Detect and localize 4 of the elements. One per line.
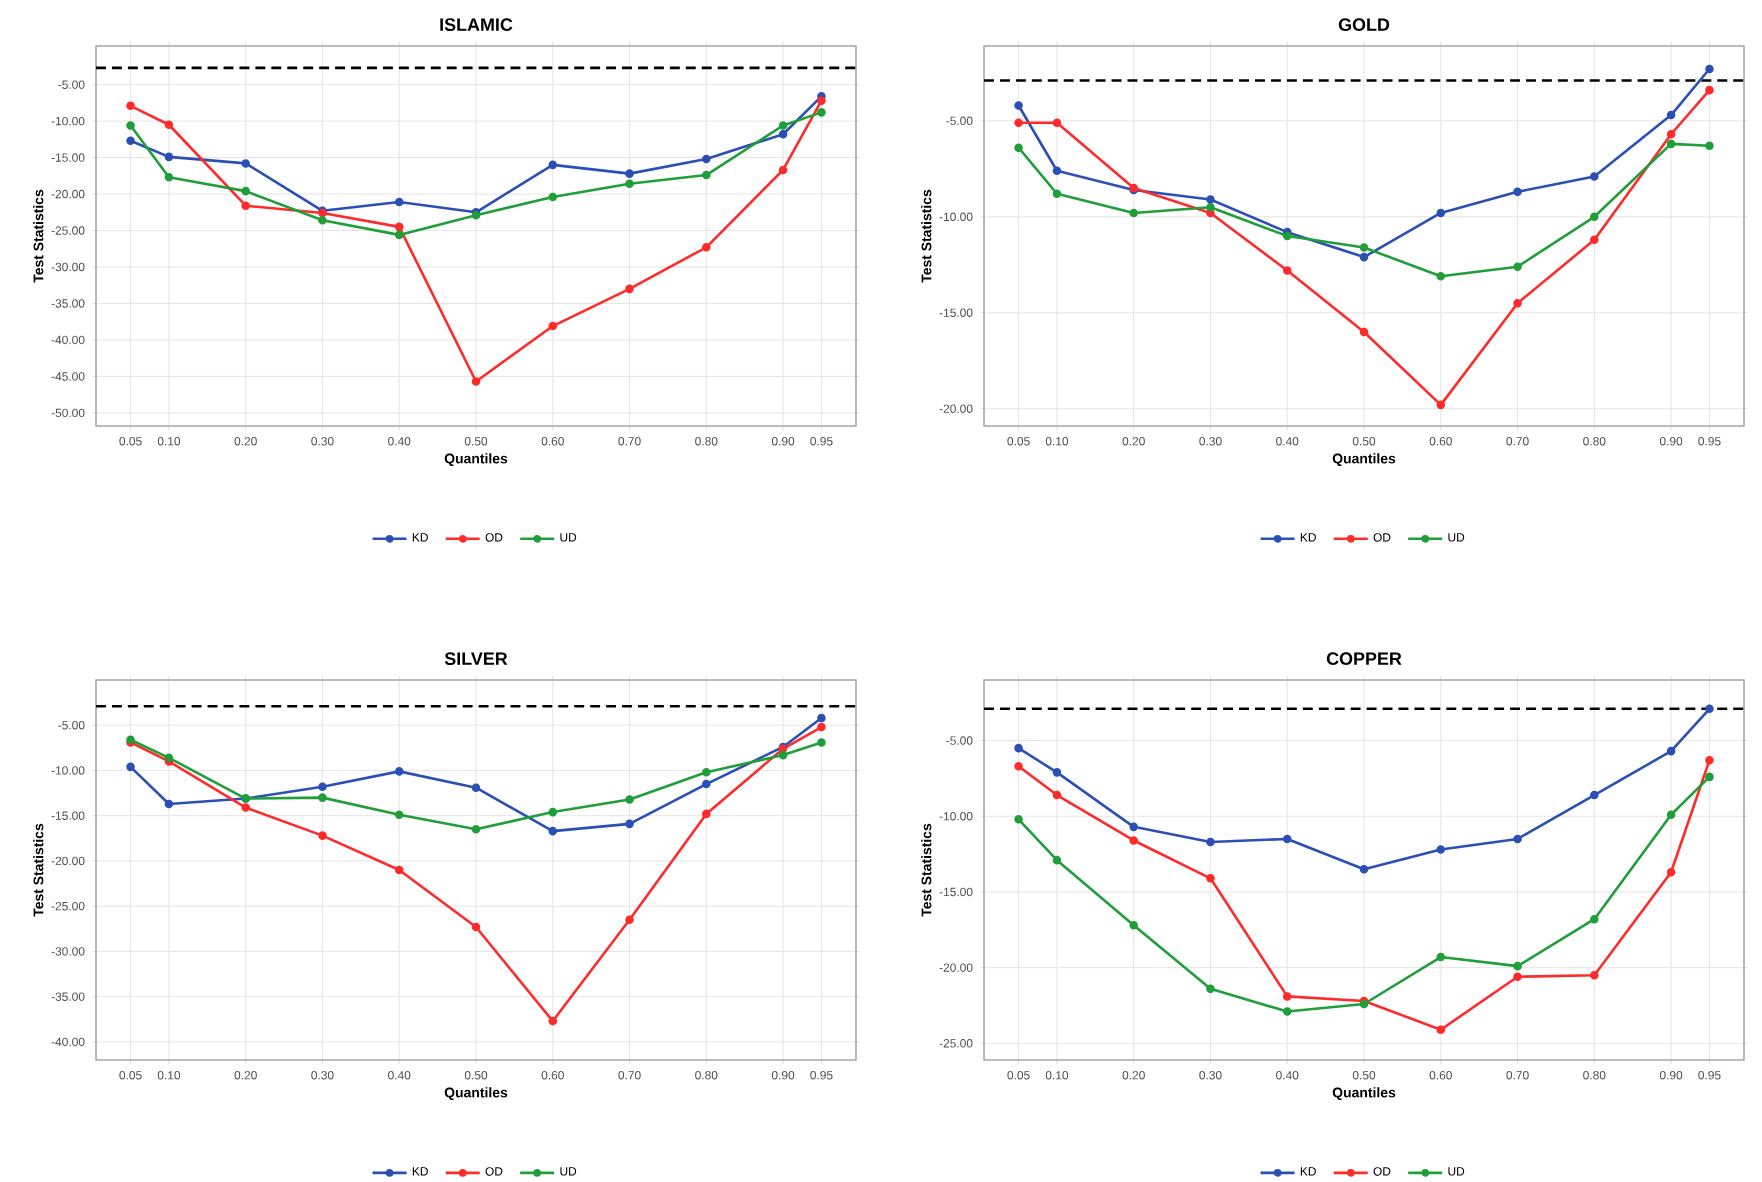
chart-title: ISLAMIC: [440, 18, 513, 31]
chart-title: COPPER: [1326, 652, 1402, 665]
chart-title: GOLD: [1338, 18, 1390, 31]
chart-title: SILVER: [444, 652, 508, 665]
